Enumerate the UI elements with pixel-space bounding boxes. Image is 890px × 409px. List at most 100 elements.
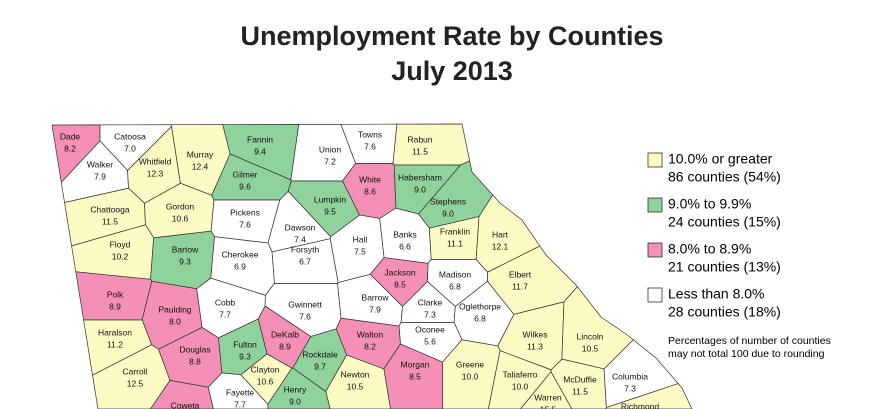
county-name: Columbia (612, 371, 648, 381)
county-name: DeKalb (271, 329, 299, 339)
county-name: Haralson (98, 327, 132, 337)
legend-label: 8.0% to 8.9% (668, 241, 751, 257)
county-rate: 11.7 (512, 281, 528, 291)
county-rate: 8.2 (364, 341, 376, 351)
county-name: Greene (456, 359, 485, 369)
county-name: Murray (187, 149, 214, 159)
county-name: Cobb (215, 297, 236, 307)
county-rate: 6.9 (234, 261, 246, 271)
county-name: Rabun (407, 134, 432, 144)
county-rate: 8.5 (394, 279, 406, 289)
county-rate: 11.2 (107, 339, 123, 349)
county-name: Gilmer (232, 169, 257, 179)
county-name: Madison (439, 269, 471, 279)
county-rate: 11.5 (572, 386, 588, 396)
county-rate: 15.5 (540, 404, 557, 409)
county-name: Fannin (247, 134, 273, 144)
county-rate: 6.8 (474, 313, 486, 323)
county-rate: 7.0 (124, 143, 136, 153)
legend-swatch (647, 197, 663, 213)
county-rate: 9.6 (239, 181, 251, 191)
county-rate: 10.0 (512, 381, 529, 391)
county-rate: 12.5 (127, 378, 144, 388)
county-name: Henry (284, 384, 307, 394)
county-rate: 10.5 (347, 381, 364, 391)
county-rate: 7.2 (324, 156, 336, 166)
county-name: Oconee (415, 324, 445, 334)
county (519, 371, 573, 409)
county-rate: 9.0 (289, 396, 301, 406)
county-name: Elbert (509, 269, 532, 279)
legend-swatch (647, 287, 663, 303)
county-rate: 12.4 (192, 161, 209, 171)
county-name: Dawson (285, 222, 316, 232)
county-rate: 9.0 (442, 208, 454, 218)
legend-label: Less than 8.0% (668, 286, 765, 302)
legend-label: 86 counties (54%) (668, 169, 781, 185)
county-rate: 9.5 (324, 206, 336, 216)
county-name: Forsyth (291, 244, 320, 254)
county-name: Bartow (172, 244, 199, 254)
county-rate: 7.5 (354, 246, 366, 256)
county-rate: 7.9 (369, 304, 381, 314)
county-name: Warren (534, 392, 562, 402)
county-name: Newton (341, 369, 370, 379)
county-name: Floyd (110, 239, 131, 249)
county-name: Polk (107, 289, 124, 299)
county-name: Douglas (179, 344, 210, 354)
county-rate: 12.1 (492, 241, 509, 251)
county-name: Catoosa (114, 131, 146, 141)
county-name: Habersham (398, 172, 442, 182)
county (605, 383, 693, 409)
county-rate: 9.7 (314, 361, 326, 371)
county-name: Fulton (233, 339, 257, 349)
county-name: Cherokee (222, 249, 259, 259)
county-name: Walker (87, 159, 113, 169)
county-name: Morgan (401, 359, 430, 369)
county-name: White (359, 174, 381, 184)
county-name: Clarke (418, 297, 443, 307)
legend-label: 21 counties (13%) (668, 259, 781, 275)
county-name: Fayette (226, 387, 255, 397)
county-name: Franklin (440, 226, 471, 236)
county-rate: 12.3 (147, 168, 164, 178)
county-name: Paulding (158, 304, 191, 314)
county-name: Hart (492, 229, 509, 239)
county-rate: 8.2 (64, 143, 76, 153)
county-rate: 10.0 (462, 371, 479, 381)
county-rate: 10.6 (257, 376, 274, 386)
county-rate: 11.3 (527, 341, 543, 351)
county-name: Coweta (171, 400, 200, 409)
county-name: Hall (353, 234, 368, 244)
county-rate: 7.7 (234, 399, 246, 409)
county-name: Barrow (362, 292, 390, 302)
county (267, 367, 331, 409)
county-rate: 11.5 (412, 146, 428, 156)
county (150, 380, 214, 409)
county-rate: 7.3 (424, 309, 436, 319)
county-rate: 7.7 (219, 309, 231, 319)
county-rate: 9.0 (414, 184, 426, 194)
county-name: Union (319, 144, 341, 154)
county-name: Lincoln (577, 331, 604, 341)
county-name: Rockdale (302, 349, 338, 359)
county-name: Carroll (122, 366, 147, 376)
county-name: Stephens (430, 196, 466, 206)
county-rate: 8.5 (409, 371, 421, 381)
legend-label: 10.0% or greater (668, 151, 773, 167)
title: July 2013 (391, 56, 513, 86)
county-name: Taliaferro (503, 369, 538, 379)
legend-note: may not total 100 due to rounding (668, 348, 825, 360)
legend-swatch (647, 152, 663, 168)
county-rate: 10.5 (582, 343, 599, 353)
county-name: Richmond (621, 401, 660, 409)
county-rate: 7.6 (299, 311, 311, 321)
county-rate: 7.9 (94, 171, 106, 181)
county-name: Wilkes (522, 329, 547, 339)
county-rate: 6.6 (399, 241, 411, 251)
county-rate: 5.6 (424, 336, 436, 346)
county-name: Dade (60, 131, 81, 141)
county (325, 354, 391, 409)
county-rate: 8.9 (279, 341, 291, 351)
